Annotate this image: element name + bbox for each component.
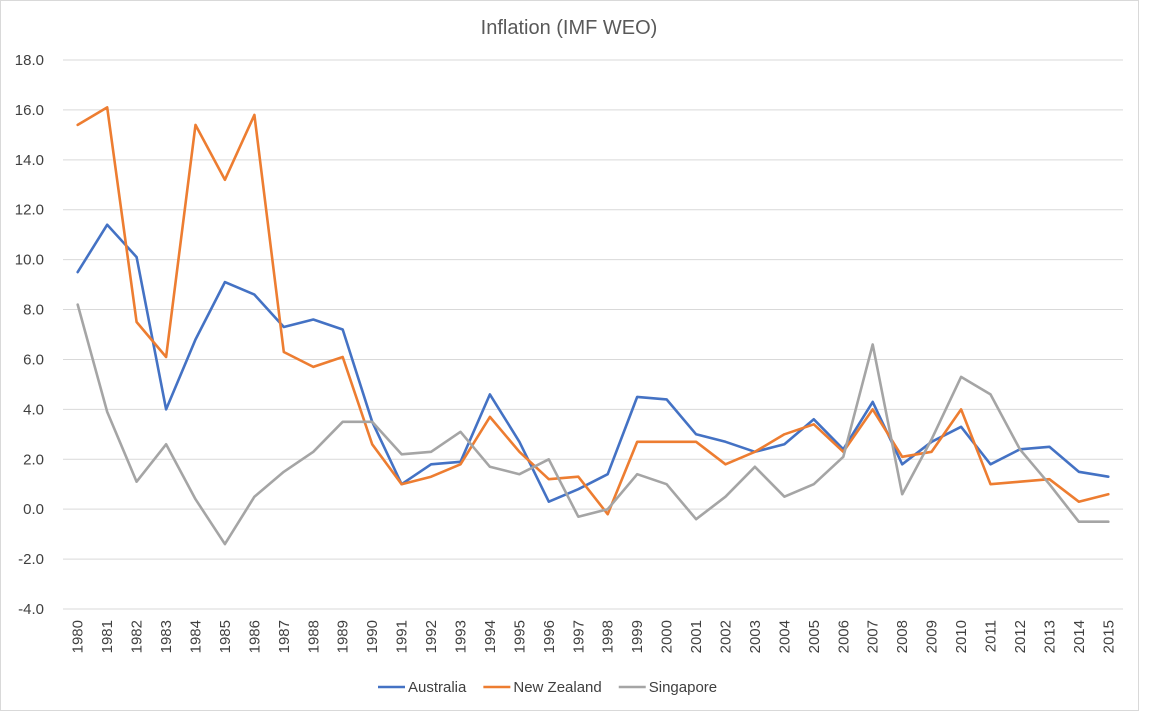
x-tick-label: 1994 bbox=[482, 620, 499, 653]
x-tick-label: 2007 bbox=[865, 620, 882, 653]
y-tick-label: 12.0 bbox=[15, 202, 44, 219]
x-tick-label: 1981 bbox=[99, 620, 116, 653]
x-tick-label: 1982 bbox=[129, 620, 146, 653]
y-tick-label: 16.0 bbox=[15, 102, 44, 119]
x-axis-ticks: 1980 1981 1982 1983 1984 1985 1986 1987 1988 1989… bbox=[70, 620, 1118, 653]
series-line-australia bbox=[76, 223, 1110, 504]
x-tick-label: 2015 bbox=[1100, 620, 1117, 653]
x-tick-label: 1987 bbox=[276, 620, 293, 653]
x-tick-label: 1996 bbox=[541, 620, 558, 653]
x-tick-label: 1983 bbox=[158, 620, 175, 653]
y-tick-label: 8.0 bbox=[23, 302, 44, 319]
x-tick-label: 1993 bbox=[453, 620, 470, 653]
y-tick-label: 4.0 bbox=[23, 401, 44, 418]
x-tick-label: 1997 bbox=[570, 620, 587, 653]
x-tick-label: 2011 bbox=[983, 620, 1000, 652]
x-tick-label: 2004 bbox=[776, 620, 793, 653]
x-tick-label: 1985 bbox=[217, 620, 234, 653]
legend: Australia New Zealand Singapore bbox=[378, 679, 717, 696]
x-tick-label: 2003 bbox=[747, 620, 764, 653]
x-tick-label: 2002 bbox=[718, 620, 735, 653]
y-axis-ticks: -4.0 -2.0 0.0 2.0 4.0 6.0 8.0 10.0 12.0 14.0 16.0 1… bbox=[15, 52, 44, 618]
x-tick-label: 1980 bbox=[70, 620, 87, 653]
series-line-new-zealand bbox=[76, 106, 1110, 516]
series-lines bbox=[76, 106, 1110, 546]
x-tick-label: 2013 bbox=[1041, 620, 1058, 653]
x-tick-label: 1992 bbox=[423, 620, 440, 653]
x-tick-label: 1995 bbox=[511, 620, 528, 653]
x-tick-label: 2009 bbox=[924, 620, 941, 653]
y-tick-label: 6.0 bbox=[23, 351, 44, 368]
y-tick-label: 18.0 bbox=[15, 52, 44, 69]
x-tick-label: 1990 bbox=[364, 620, 381, 653]
x-tick-label: 2001 bbox=[688, 620, 705, 653]
legend-label-singapore: Singapore bbox=[649, 679, 717, 696]
y-tick-label: 0.0 bbox=[23, 501, 44, 518]
x-tick-label: 2010 bbox=[953, 620, 970, 653]
y-tick-label: 10.0 bbox=[15, 252, 44, 269]
x-tick-label: 1998 bbox=[600, 620, 617, 653]
x-tick-label: 2008 bbox=[894, 620, 911, 653]
y-tick-label: 2.0 bbox=[23, 451, 44, 468]
x-tick-label: 2014 bbox=[1071, 620, 1088, 653]
x-tick-label: 2012 bbox=[1012, 620, 1029, 653]
x-tick-label: 1986 bbox=[246, 620, 263, 653]
y-tick-label: -4.0 bbox=[18, 601, 44, 618]
series-line-singapore bbox=[76, 303, 1110, 546]
x-tick-label: 1991 bbox=[394, 620, 411, 653]
legend-label-australia: Australia bbox=[408, 679, 467, 696]
gridlines bbox=[63, 59, 1123, 610]
x-tick-label: 2000 bbox=[659, 620, 676, 653]
x-tick-label: 1999 bbox=[629, 620, 646, 653]
x-tick-label: 2006 bbox=[835, 620, 852, 653]
x-tick-label: 1988 bbox=[305, 620, 322, 653]
x-tick-label: 2005 bbox=[806, 620, 823, 653]
x-tick-label: 1984 bbox=[188, 620, 205, 653]
y-tick-label: -2.0 bbox=[18, 551, 44, 568]
y-tick-label: 14.0 bbox=[15, 152, 44, 169]
x-tick-label: 1989 bbox=[335, 620, 352, 653]
legend-label-new-zealand: New Zealand bbox=[513, 679, 601, 696]
chart-title: Inflation (IMF WEO) bbox=[481, 17, 658, 39]
